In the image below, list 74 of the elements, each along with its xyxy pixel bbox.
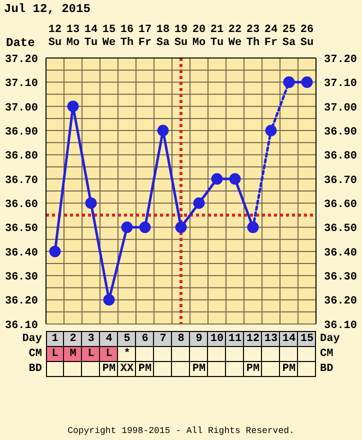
x2-tick-label: 8 bbox=[172, 333, 190, 345]
x2-tick-label: 1 bbox=[46, 333, 64, 345]
x2-tick-label: 13 bbox=[262, 333, 280, 345]
y2-tick-label: 36.70 bbox=[324, 174, 358, 187]
y-tick-label: 36.30 bbox=[4, 272, 38, 284]
y2-tick-label: 37.00 bbox=[324, 102, 358, 114]
y2-tick-label: 36.80 bbox=[324, 150, 358, 163]
x-tick-label: 13 Mo bbox=[66, 24, 80, 49]
x-tick-label: 14 Tu bbox=[84, 24, 98, 49]
x-tick-label: 21 Tu bbox=[210, 24, 224, 49]
x-tick-label: 26 Su bbox=[300, 24, 314, 49]
y2-tick-label: 36.60 bbox=[324, 198, 358, 211]
text: BD bbox=[28, 363, 42, 375]
x2-tick-label: 9 bbox=[190, 333, 208, 345]
x2-tick-label: 4 bbox=[100, 333, 118, 345]
text: PM bbox=[136, 363, 154, 375]
x-tick-label: 17 Fr bbox=[138, 24, 152, 49]
text: PM bbox=[190, 363, 208, 375]
y2-tick-label: 36.30 bbox=[324, 272, 358, 284]
x2-tick-label: 14 bbox=[280, 333, 298, 345]
text: L bbox=[46, 348, 64, 360]
y-tick-label: 36.20 bbox=[4, 296, 38, 308]
text: L bbox=[82, 348, 100, 360]
x-tick-label: 16 Th bbox=[120, 24, 134, 49]
x2-tick-label: 12 bbox=[244, 333, 262, 345]
text: Day bbox=[320, 333, 340, 345]
y2-tick-label: 37.10 bbox=[324, 78, 358, 90]
x2-axis-title: Day bbox=[21, 333, 42, 345]
x-tick-label: 15 We bbox=[102, 24, 116, 49]
x-tick-label: 18 Sa bbox=[156, 24, 170, 49]
y-tick-label: 36.40 bbox=[4, 247, 38, 260]
y-tick-label: 36.70 bbox=[4, 174, 38, 187]
y-tick-label: 37.10 bbox=[4, 78, 38, 90]
text: PM bbox=[244, 363, 262, 375]
x2-tick-label: 6 bbox=[136, 333, 154, 345]
text: BD bbox=[320, 363, 334, 375]
text: PM bbox=[100, 363, 118, 375]
x2-tick-label: 7 bbox=[154, 333, 172, 345]
y-tick-label: 36.10 bbox=[4, 320, 38, 332]
y-tick-label: 36.50 bbox=[4, 223, 38, 236]
x-tick-label: 12 Su bbox=[48, 24, 62, 49]
y2-tick-label: 36.50 bbox=[324, 223, 358, 236]
x-axis-title: Date bbox=[6, 36, 35, 50]
x2-tick-label: 15 bbox=[298, 333, 316, 345]
y-tick-label: 36.60 bbox=[4, 198, 38, 211]
y-tick-label: 37.20 bbox=[4, 54, 38, 66]
text: CM bbox=[28, 348, 42, 360]
x-tick-label: 25 Sa bbox=[282, 24, 296, 49]
x2-tick-label: 2 bbox=[64, 333, 82, 345]
text: L bbox=[100, 348, 118, 360]
x2-tick-label: 11 bbox=[226, 333, 244, 345]
y2-tick-label: 36.90 bbox=[324, 126, 358, 138]
x2-tick-label: 5 bbox=[118, 333, 136, 345]
chart-title: Jul 12, 2015 bbox=[4, 2, 90, 16]
text: * bbox=[118, 348, 136, 360]
x-tick-label: 22 We bbox=[228, 24, 242, 49]
y-tick-label: 36.80 bbox=[4, 150, 38, 163]
x-tick-label: 20 Mo bbox=[192, 24, 206, 49]
y2-tick-label: 36.20 bbox=[324, 296, 358, 308]
text: Copyright 1998-2015 - All Rights Reserved. bbox=[66, 426, 296, 436]
x2-tick-label: 3 bbox=[82, 333, 100, 345]
y-tick-label: 37.00 bbox=[4, 102, 38, 114]
text: M bbox=[64, 348, 82, 360]
text: PM bbox=[280, 363, 298, 375]
y2-tick-label: 36.40 bbox=[324, 247, 358, 260]
y2-tick-label: 36.10 bbox=[324, 320, 358, 332]
text: XX bbox=[118, 363, 136, 375]
x-tick-label: 24 Fr bbox=[264, 24, 278, 49]
x2-tick-label: 10 bbox=[208, 333, 226, 345]
y2-tick-label: 37.20 bbox=[324, 54, 358, 66]
text: CM bbox=[320, 348, 334, 360]
x-tick-label: 19 Su bbox=[174, 24, 188, 49]
y-tick-label: 36.90 bbox=[4, 126, 38, 138]
x-tick-label: 23 Th bbox=[246, 24, 260, 49]
